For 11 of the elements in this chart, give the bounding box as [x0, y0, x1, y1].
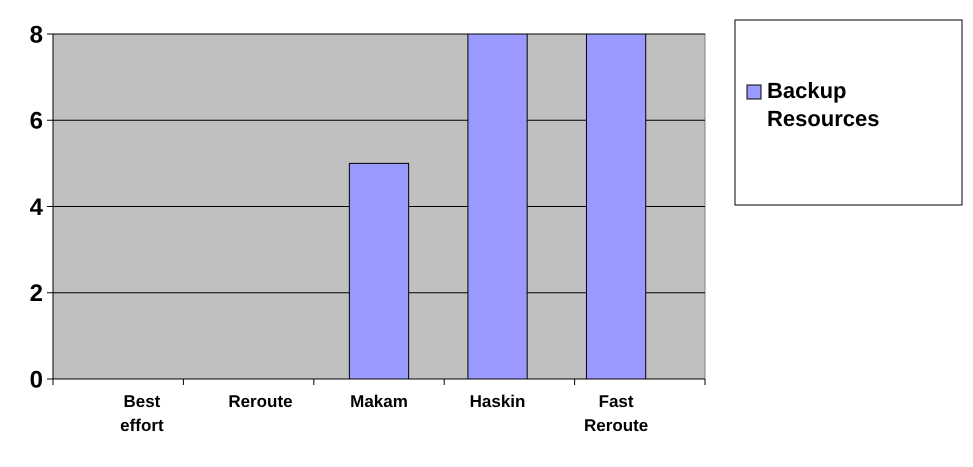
x-tick-label: Makam — [350, 392, 408, 411]
y-tick-label: 4 — [30, 194, 44, 221]
y-tick-label: 2 — [30, 280, 43, 308]
y-tick-label: 8 — [30, 21, 43, 48]
x-tick-label: Haskin — [470, 392, 526, 411]
x-tick-label: Best effort — [120, 392, 164, 435]
y-tick-label: 0 — [30, 366, 43, 394]
legend-label: Backup Resources — [767, 78, 880, 131]
x-tick-label: Fast Reroute — [584, 392, 648, 435]
y-tick-label: 6 — [30, 108, 43, 135]
x-tick-label: Reroute — [228, 392, 293, 411]
